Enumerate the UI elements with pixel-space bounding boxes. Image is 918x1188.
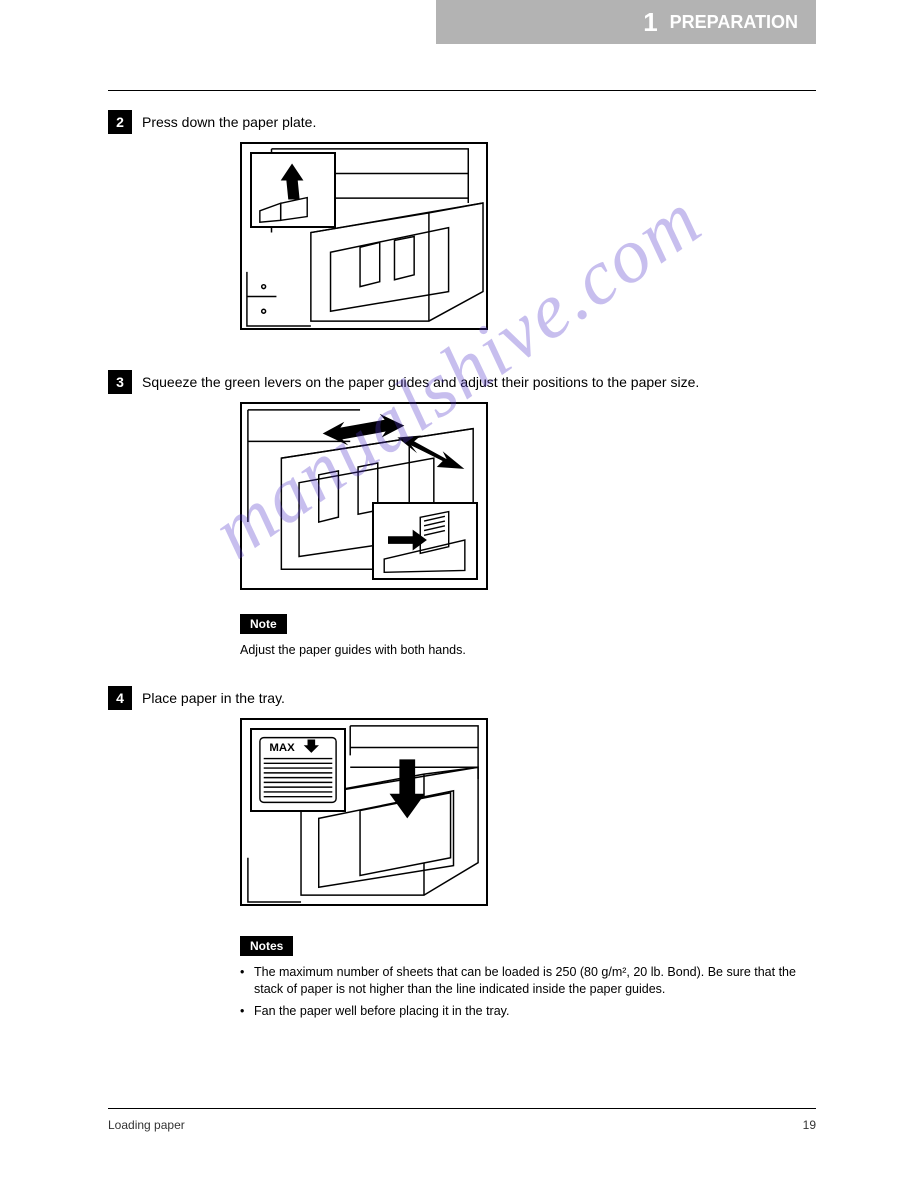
step-3-header: 3 Squeeze the green levers on the paper … — [108, 370, 816, 394]
footer-page-number: 19 — [803, 1118, 816, 1132]
step-2-number: 2 — [108, 110, 132, 134]
footer-left: Loading paper — [108, 1118, 185, 1132]
rule-top — [108, 90, 816, 91]
figure-step-3-inset-svg — [374, 504, 476, 578]
note-bullet-2: • Fan the paper well before placing it i… — [240, 1003, 800, 1021]
step-4-text: Place paper in the tray. — [142, 686, 285, 708]
note-badge: Note — [240, 614, 287, 634]
notes-badge: Notes — [240, 936, 293, 956]
chapter-number: 1 — [643, 7, 657, 38]
footer: Loading paper 19 — [108, 1118, 816, 1132]
figure-step-4-inset-svg: MAX — [252, 730, 344, 810]
chapter-title: PREPARATION — [670, 12, 798, 33]
figure-step-4: MAX — [240, 718, 488, 906]
figure-step-2-inset-svg — [252, 154, 334, 226]
step-2-header: 2 Press down the paper plate. — [108, 110, 816, 134]
step-2-text: Press down the paper plate. — [142, 110, 316, 132]
step-4: 4 Place paper in the tray. MAX — [108, 686, 816, 1021]
rule-bottom — [108, 1108, 816, 1109]
figure-step-4-inset: MAX — [250, 728, 346, 812]
bullet-icon: • — [240, 964, 254, 999]
step-2: 2 Press down the paper plate. — [108, 110, 816, 330]
step-4-header: 4 Place paper in the tray. — [108, 686, 816, 710]
max-label-text: MAX — [269, 741, 295, 753]
bullet-icon: • — [240, 1003, 254, 1021]
figure-step-2 — [240, 142, 488, 330]
note-bullet-1: • The maximum number of sheets that can … — [240, 964, 800, 999]
step-3-number: 3 — [108, 370, 132, 394]
chapter-tab: 1 PREPARATION — [436, 0, 816, 44]
note-text: Adjust the paper guides with both hands. — [240, 642, 800, 660]
figure-step-3 — [240, 402, 488, 590]
note-bullet-1-text: The maximum number of sheets that can be… — [254, 964, 800, 999]
notes-list: • The maximum number of sheets that can … — [240, 964, 800, 1021]
step-3: 3 Squeeze the green levers on the paper … — [108, 370, 816, 660]
content-area: 2 Press down the paper plate. — [108, 110, 816, 1040]
figure-step-2-inset — [250, 152, 336, 228]
step-4-number: 4 — [108, 686, 132, 710]
figure-step-3-inset — [372, 502, 478, 580]
note-bullet-2-text: Fan the paper well before placing it in … — [254, 1003, 800, 1021]
step-3-text: Squeeze the green levers on the paper gu… — [142, 370, 699, 392]
